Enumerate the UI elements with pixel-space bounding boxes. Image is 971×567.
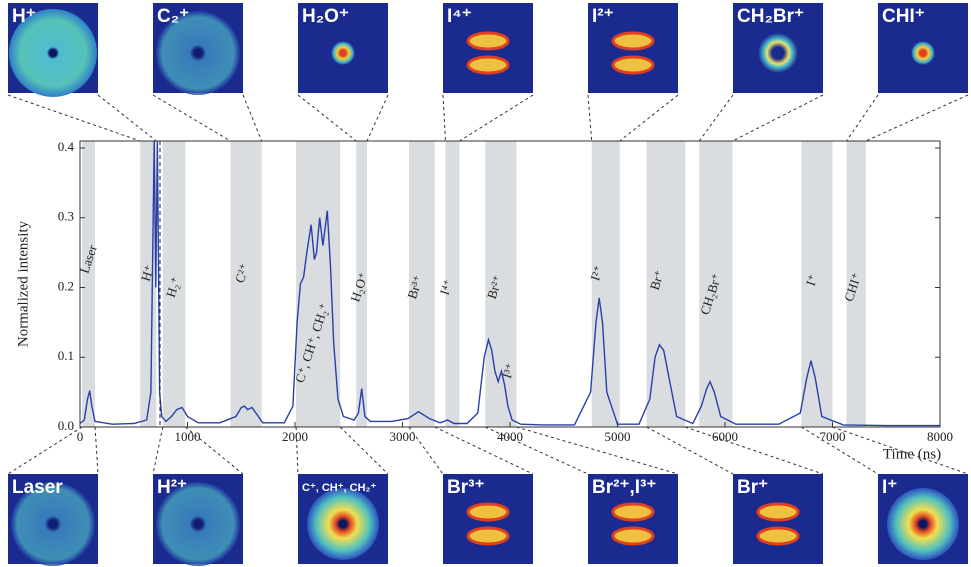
connector bbox=[733, 95, 823, 141]
pattern bbox=[911, 41, 935, 65]
thumbnail: I⁴⁺ bbox=[443, 3, 533, 93]
peak-label: H₂O⁺ bbox=[347, 270, 371, 303]
pattern bbox=[613, 504, 653, 520]
connector bbox=[866, 95, 968, 141]
x-tick-label: 7000 bbox=[820, 429, 846, 444]
connector bbox=[459, 95, 533, 141]
x-tick-label: 0 bbox=[77, 429, 84, 444]
thumbnail-label: H²⁺ bbox=[157, 477, 187, 498]
connector bbox=[243, 95, 262, 141]
thumbnail-label: CH₂Br⁺ bbox=[737, 6, 804, 27]
thumbnail-label: Br²⁺,I³⁺ bbox=[592, 477, 656, 498]
connector bbox=[588, 95, 592, 141]
thumbnail: I⁺ bbox=[878, 474, 968, 564]
pattern bbox=[613, 33, 653, 49]
thumbnail-label: Br³⁺ bbox=[447, 477, 484, 498]
y-axis-label: Normalized intensity bbox=[15, 220, 31, 347]
pattern bbox=[468, 504, 508, 520]
connector bbox=[620, 95, 678, 141]
connector bbox=[846, 95, 878, 141]
pattern bbox=[613, 57, 653, 73]
thumbnail-label: H₂O⁺ bbox=[302, 6, 349, 27]
thumbnail-label: C⁺, CH⁺, CH₂⁺ bbox=[302, 482, 376, 494]
connector bbox=[685, 427, 823, 474]
connector bbox=[367, 95, 388, 141]
band bbox=[82, 141, 95, 427]
x-tick-label: 2000 bbox=[282, 429, 308, 444]
y-tick-label: 0.2 bbox=[58, 278, 74, 293]
connector bbox=[8, 95, 140, 141]
connector bbox=[98, 95, 156, 141]
x-tick-label: 6000 bbox=[712, 429, 738, 444]
figure: Time (ns) Normalized intensity 010002000… bbox=[0, 0, 971, 567]
thumbnail: CH₂Br⁺ bbox=[733, 3, 823, 93]
thumbnail: I²⁺ bbox=[588, 3, 678, 93]
thumbnail-label: Laser bbox=[12, 477, 63, 498]
x-tick-label: 5000 bbox=[605, 429, 631, 444]
connector bbox=[516, 427, 678, 474]
x-tick-label: 4000 bbox=[497, 429, 523, 444]
pattern bbox=[758, 33, 798, 73]
thumbnail-label: CHI⁺ bbox=[882, 6, 925, 27]
bands bbox=[82, 141, 866, 427]
pattern bbox=[758, 504, 798, 520]
x-tick-label: 8000 bbox=[927, 429, 953, 444]
y-tick-label: 0.4 bbox=[58, 139, 75, 154]
thumbnail: H²⁺ bbox=[153, 474, 243, 566]
thumbnail-label: C₂⁺ bbox=[157, 6, 189, 27]
thumbnail: Br⁺ bbox=[733, 474, 823, 564]
thumbnail-label: I⁴⁺ bbox=[447, 6, 472, 27]
thumbnail: H⁺ bbox=[8, 3, 98, 97]
pattern bbox=[307, 488, 379, 560]
thumbnail: C₂⁺ bbox=[153, 3, 243, 95]
y-tick-label: 0.3 bbox=[58, 209, 74, 224]
connector bbox=[340, 427, 388, 474]
thumbnail: C⁺, CH⁺, CH₂⁺ bbox=[298, 474, 388, 564]
thumbnail: Br²⁺,I³⁺ bbox=[588, 474, 678, 564]
pattern bbox=[758, 528, 798, 544]
thumbnail-label: H⁺ bbox=[12, 6, 36, 27]
pattern bbox=[613, 528, 653, 544]
thumbnail: Br³⁺ bbox=[443, 474, 533, 564]
y-tick-label: 0.0 bbox=[58, 418, 74, 433]
thumbnail-label: Br⁺ bbox=[737, 477, 768, 498]
connector bbox=[443, 95, 446, 141]
pattern bbox=[887, 488, 959, 560]
pattern bbox=[331, 41, 355, 65]
connector bbox=[8, 427, 82, 474]
x-tick-label: 3000 bbox=[390, 429, 416, 444]
pattern bbox=[468, 57, 508, 73]
pattern bbox=[468, 528, 508, 544]
connector bbox=[95, 427, 98, 474]
thumbnail: CHI⁺ bbox=[878, 3, 968, 93]
pattern bbox=[468, 33, 508, 49]
connector bbox=[699, 95, 733, 141]
thumbnail-label: I⁺ bbox=[882, 477, 897, 498]
connector bbox=[153, 427, 163, 474]
connector bbox=[409, 427, 443, 474]
thumbnail: Laser bbox=[8, 474, 98, 566]
y-tick-label: 0.1 bbox=[58, 348, 74, 363]
thumbnail: H₂O⁺ bbox=[298, 3, 388, 93]
connector bbox=[153, 95, 231, 141]
thumbnail-label: I²⁺ bbox=[592, 6, 614, 27]
connector bbox=[298, 95, 356, 141]
